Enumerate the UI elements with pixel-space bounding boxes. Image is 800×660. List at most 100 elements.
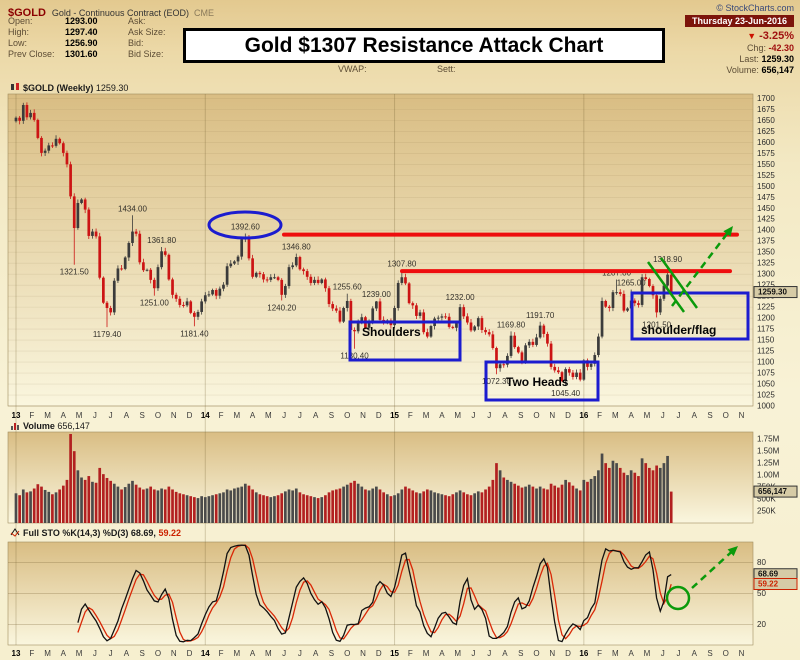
svg-text:80: 80 (757, 558, 766, 567)
svg-text:M: M (233, 649, 240, 658)
svg-text:S: S (518, 411, 523, 420)
svg-text:J: J (93, 649, 97, 658)
svg-text:J: J (487, 411, 491, 420)
volume-bars (14, 434, 673, 523)
symbol: $GOLD (8, 7, 46, 19)
svg-text:M: M (76, 411, 83, 420)
trend-arrow (691, 550, 733, 589)
vwap-label: VWAP: (338, 64, 367, 74)
pane-background (7, 541, 754, 646)
symbol-description: Gold - Continuous Contract (EOD) (51, 8, 189, 18)
annotation-box (484, 360, 600, 402)
prev-close-label: Prev Close: (8, 49, 55, 59)
chg-label: Chg: (746, 43, 766, 53)
svg-text:S: S (140, 649, 145, 658)
svg-text:1232.00: 1232.00 (446, 293, 475, 302)
svg-text:1191.70: 1191.70 (526, 311, 555, 320)
sto-k-value: 68.69 (130, 528, 154, 538)
svg-text:13: 13 (12, 411, 21, 420)
svg-text:F: F (29, 411, 34, 420)
svg-text:14: 14 (201, 649, 210, 658)
svg-text:J: J (282, 649, 286, 658)
down-triangle-icon: ▼ (747, 31, 757, 41)
svg-text:1350: 1350 (757, 248, 775, 257)
svg-text:1.25M: 1.25M (757, 459, 780, 468)
svg-text:1150: 1150 (757, 336, 775, 345)
svg-text:A: A (61, 411, 67, 420)
high-label: High: (8, 27, 30, 37)
candles (14, 102, 673, 387)
svg-text:Shoulders: Shoulders (362, 325, 421, 339)
svg-text:16: 16 (579, 411, 588, 420)
svg-text:N: N (171, 411, 177, 420)
axis-badge (753, 485, 798, 498)
svg-text:S: S (707, 411, 712, 420)
svg-text:N: N (549, 649, 555, 658)
arrowhead-icon (727, 546, 738, 557)
svg-text:1307.80: 1307.80 (387, 260, 416, 269)
svg-text:M: M (644, 649, 651, 658)
svg-text:1259.30: 1259.30 (758, 288, 787, 297)
svg-text:F: F (219, 649, 224, 658)
volume-legend-value: 656,147 (57, 421, 90, 431)
svg-text:1251.00: 1251.00 (140, 299, 169, 308)
annotation-box (630, 291, 750, 341)
svg-text:1600: 1600 (757, 138, 775, 147)
svg-text:D: D (565, 411, 571, 420)
high-value: 1297.40 (65, 27, 98, 37)
axis-badge (753, 286, 798, 299)
highlight-ellipse (207, 210, 283, 240)
svg-text:J: J (93, 411, 97, 420)
svg-text:1321.50: 1321.50 (60, 268, 89, 277)
svg-text:1050: 1050 (757, 380, 775, 389)
svg-text:15: 15 (390, 649, 399, 658)
volume-legend-label: Volume (23, 421, 55, 431)
svg-text:14: 14 (201, 411, 210, 420)
title-banner: Gold $1307 Resistance Attack Chart (183, 28, 665, 63)
svg-text:M: M (454, 649, 461, 658)
svg-text:1575: 1575 (757, 149, 775, 158)
svg-text:J: J (298, 649, 302, 658)
svg-text:1100: 1100 (757, 358, 775, 367)
svg-text:S: S (140, 411, 145, 420)
svg-text:M: M (423, 411, 430, 420)
svg-text:M: M (265, 411, 272, 420)
svg-text:F: F (219, 411, 224, 420)
svg-text:J: J (109, 411, 113, 420)
svg-text:D: D (565, 649, 571, 658)
sto-d-line (77, 544, 672, 642)
last-row: Last: 1259.30 (739, 54, 794, 64)
svg-text:J: J (109, 649, 113, 658)
svg-text:O: O (155, 649, 161, 658)
svg-text:A: A (124, 411, 130, 420)
low-value: 1256.90 (65, 38, 98, 48)
svg-text:A: A (439, 649, 445, 658)
svg-text:1200: 1200 (757, 314, 775, 323)
volume-row: Volume: 656,147 (726, 65, 794, 75)
svg-text:O: O (723, 649, 729, 658)
svg-text:1550: 1550 (757, 160, 775, 169)
svg-text:1.50M: 1.50M (757, 447, 780, 456)
svg-text:J: J (487, 649, 491, 658)
svg-text:1000: 1000 (757, 402, 775, 411)
svg-text:F: F (597, 649, 602, 658)
svg-text:20: 20 (757, 620, 766, 629)
svg-text:50: 50 (757, 589, 766, 598)
volume-value: 656,147 (761, 65, 794, 75)
trend-arrow (671, 231, 730, 307)
quote-prev-close-row: Prev Close: 1301.60 (8, 49, 98, 59)
svg-text:1179.40: 1179.40 (93, 330, 122, 339)
svg-text:1265.00: 1265.00 (617, 279, 646, 288)
last-label: Last: (739, 54, 759, 64)
svg-text:J: J (298, 411, 302, 420)
svg-text:1700: 1700 (757, 94, 775, 103)
svg-text:1225: 1225 (757, 303, 775, 312)
svg-text:A: A (628, 649, 634, 658)
svg-text:M: M (612, 649, 619, 658)
svg-text:D: D (376, 649, 382, 658)
svg-text:1181.40: 1181.40 (180, 329, 209, 338)
low-label: Low: (8, 38, 28, 48)
svg-text:1625: 1625 (757, 127, 775, 136)
svg-text:F: F (29, 649, 34, 658)
